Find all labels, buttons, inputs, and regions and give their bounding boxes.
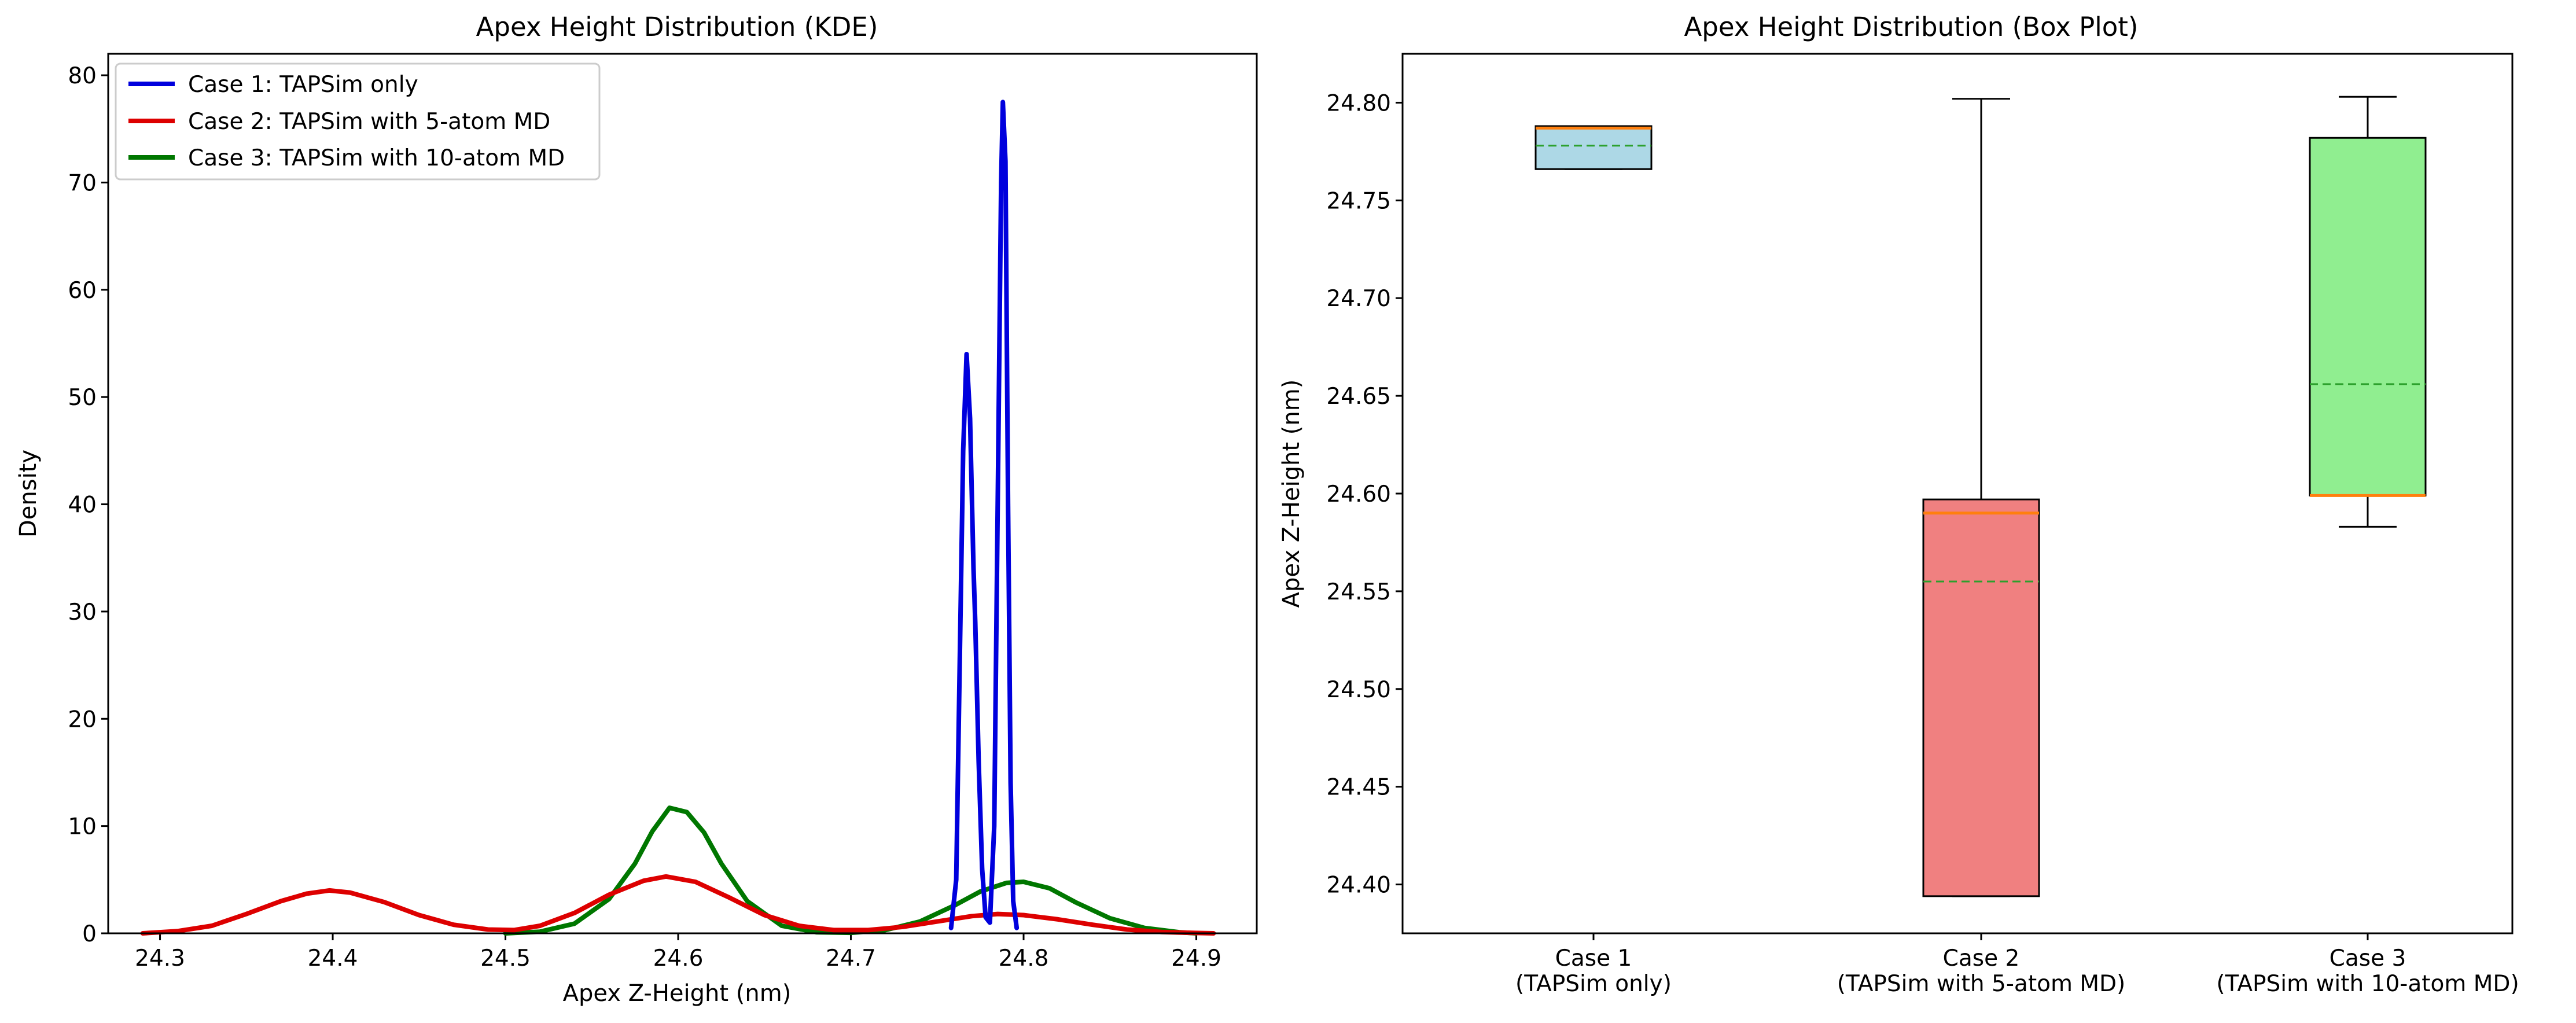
y-tick-label: 24.50: [1326, 677, 1391, 703]
kde-title: Apex Height Distribution (KDE): [476, 12, 878, 42]
x-tick-label: 24.8: [999, 945, 1049, 972]
y-tick-label: 24.75: [1326, 188, 1391, 214]
kde-legend: Case 1: TAPSim only Case 2: TAPSim with …: [115, 62, 601, 181]
x-tick-label: Case 1: [1555, 945, 1632, 972]
y-tick-label: 0: [82, 921, 97, 947]
kde-plot-frame: [107, 53, 1258, 934]
y-tick-label: 24.60: [1326, 481, 1391, 507]
kde-curves: [140, 100, 1216, 936]
kde-panel: Apex Height Distribution (KDE) 0 10 20 30 40…: [15, 12, 1258, 1007]
y-tick-label: 40: [68, 492, 97, 518]
y-tick-label: 24.80: [1326, 90, 1391, 116]
x-tick-label: 24.4: [308, 945, 358, 972]
legend-label: Case 2: TAPSim with 5-atom MD: [188, 109, 550, 135]
y-tick-label: 24.45: [1326, 775, 1391, 801]
x-tick-sublabel: (TAPSim with 10-atom MD): [2216, 971, 2519, 997]
x-tick-sublabel: (TAPSim with 5-atom MD): [1837, 971, 2126, 997]
legend-entry: Case 1: TAPSim only: [128, 72, 418, 98]
kde-series-line: [140, 874, 1216, 936]
kde-x-axis-label: Apex Z-Height (nm): [563, 980, 792, 1007]
y-tick-label: 24.40: [1326, 873, 1391, 899]
kde-y-axis-label: Density: [15, 450, 42, 538]
y-tick-label: 24.70: [1326, 286, 1391, 312]
y-tick-label: 70: [68, 170, 97, 196]
x-tick-label: 24.9: [1171, 945, 1221, 972]
legend-frame: [115, 62, 601, 181]
kde-x-ticks: 24.3 24.4 24.5 24.6 24.7 24.8 24.9: [135, 933, 1221, 972]
box-x-ticks: Case 1(TAPSim only) Case 2(TAPSim with 5-…: [1515, 933, 2519, 997]
kde-series-line: [948, 100, 1020, 930]
box-group: [2309, 95, 2427, 528]
legend-label: Case 1: TAPSim only: [188, 72, 418, 98]
box-iqr: [1534, 125, 1653, 170]
x-tick-label: Case 3: [2330, 945, 2406, 972]
x-tick-label: 24.7: [826, 945, 876, 972]
x-tick-label: Case 2: [1943, 945, 2020, 972]
box-group: [1534, 125, 1653, 170]
box-iqr: [2309, 137, 2427, 496]
y-tick-label: 24.55: [1326, 579, 1391, 605]
y-tick-label: 24.65: [1326, 384, 1391, 410]
y-tick-label: 10: [68, 814, 97, 840]
x-tick-label: 24.6: [653, 945, 704, 972]
legend-label: Case 3: TAPSim with 10-atom MD: [188, 145, 565, 171]
legend-entry: Case 2: TAPSim with 5-atom MD: [128, 109, 550, 135]
y-tick-label: 50: [68, 385, 97, 411]
y-tick-label: 60: [68, 278, 97, 304]
y-tick-label: 20: [68, 706, 97, 733]
box-group: [1922, 98, 2040, 897]
x-tick-sublabel: (TAPSim only): [1515, 971, 1672, 997]
box-items: [1534, 95, 2427, 897]
kde-y-ticks: 0 10 20 30 40 50 60 70 80: [68, 63, 108, 947]
box-panel: Apex Height Distribution (Box Plot) 24.4…: [1278, 12, 2519, 997]
legend-entry: Case 3: TAPSim with 10-atom MD: [128, 145, 565, 171]
y-tick-label: 30: [68, 599, 97, 625]
box-iqr: [1922, 498, 2040, 897]
box-y-axis-label: Apex Z-Height (nm): [1278, 380, 1305, 608]
x-tick-label: 24.3: [135, 945, 185, 972]
x-tick-label: 24.5: [480, 945, 531, 972]
box-title: Apex Height Distribution (Box Plot): [1684, 12, 2139, 42]
box-plot-frame: [1401, 53, 2514, 934]
box-y-ticks: 24.40 24.45 24.50 24.55 24.60 24.65 24.70 24.75…: [1326, 90, 1403, 899]
kde-series-line: [503, 805, 1199, 936]
y-tick-label: 80: [68, 63, 97, 89]
